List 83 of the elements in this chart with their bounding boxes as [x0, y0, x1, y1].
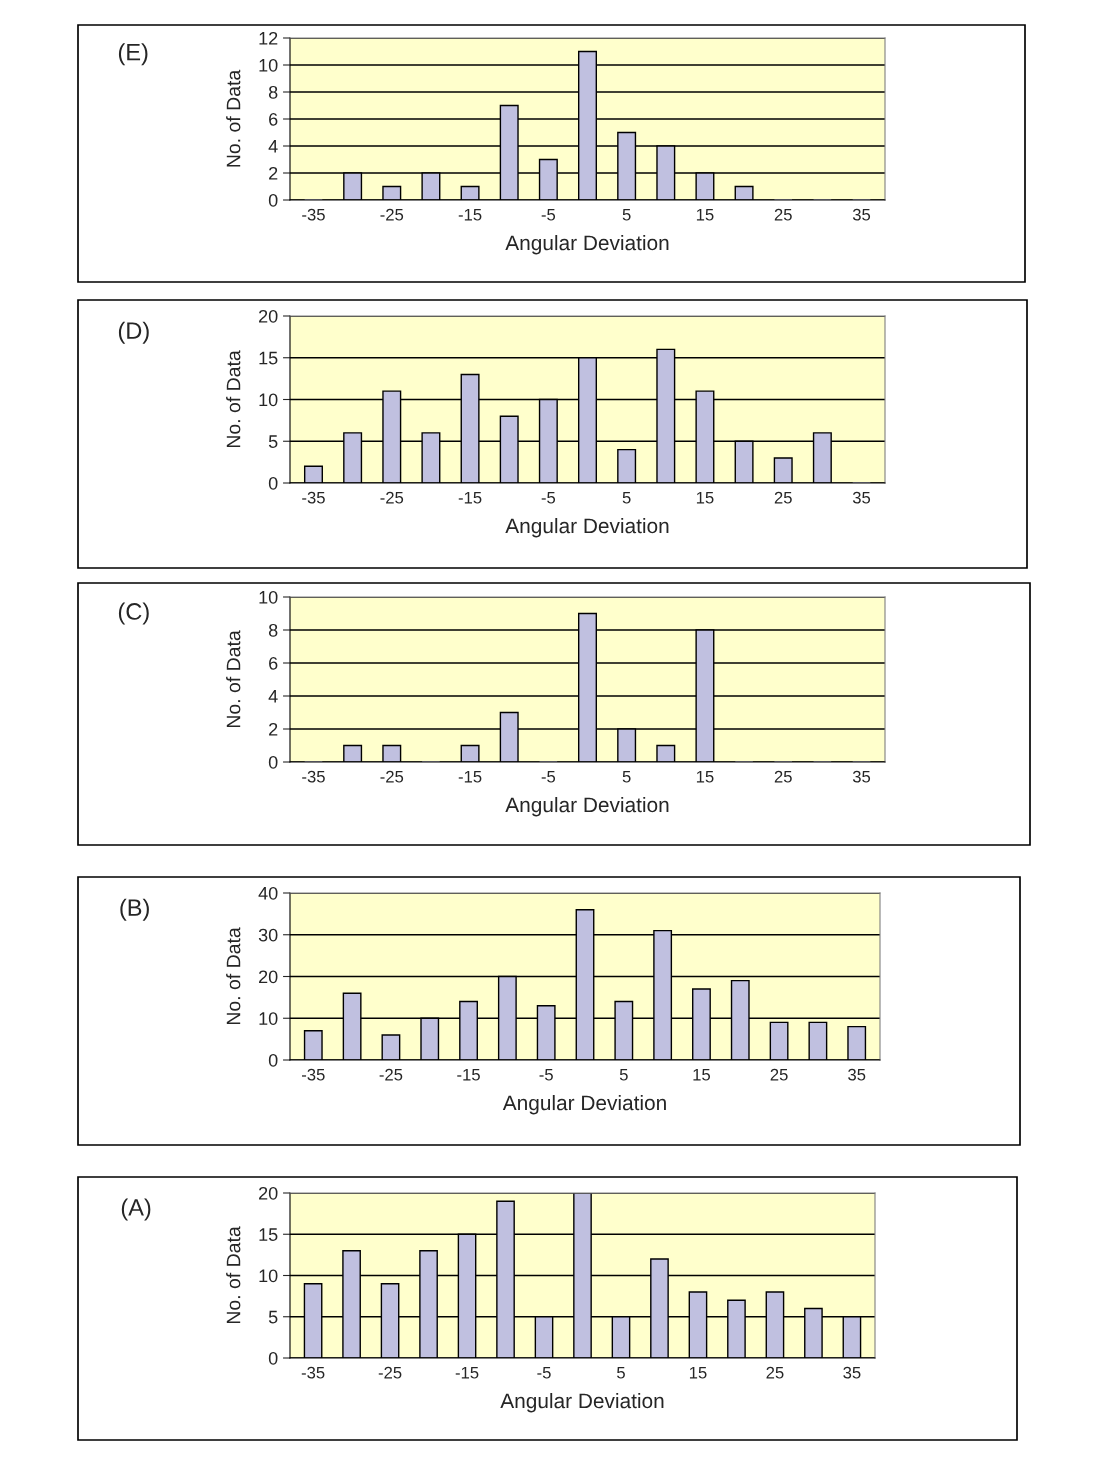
x-tick-label: 35	[852, 491, 871, 504]
x-tick-label: -5	[539, 1068, 553, 1081]
x-tick-label: -15	[458, 491, 482, 504]
x-tick-label: -35	[302, 770, 325, 783]
y-tick-label: 20	[259, 1186, 278, 1200]
x-tick-label: -15	[458, 770, 482, 783]
y-tick-label: 6	[269, 112, 278, 126]
y-tick-label: 0	[268, 1351, 278, 1365]
x-tick-label: -25	[380, 208, 404, 221]
x-tick-label: 15	[696, 491, 714, 504]
x-tick-label: -35	[301, 1366, 325, 1379]
y-tick-label: 5	[268, 1310, 278, 1324]
x-tick-label: 35	[852, 208, 871, 221]
y-tick-label: 8	[268, 623, 278, 637]
x-axis-title: Angular Deviation	[505, 796, 669, 817]
y-tick-label: 5	[268, 435, 278, 448]
y-tick-label: 40	[258, 886, 278, 900]
x-tick-label: 35	[843, 1366, 861, 1379]
y-tick-label: 15	[259, 1228, 278, 1241]
x-tick-label: 5	[622, 770, 631, 783]
y-tick-label: 30	[258, 928, 278, 942]
y-tick-label: 10	[259, 1269, 278, 1283]
y-axis-title: No. of Data	[226, 69, 241, 167]
x-tick-label: -15	[457, 1068, 480, 1081]
x-tick-label: 25	[766, 1366, 784, 1379]
chart-title: (D)	[118, 321, 149, 344]
x-tick-label: -15	[455, 1366, 479, 1379]
x-tick-label: 25	[770, 1068, 788, 1081]
x-tick-label: -35	[302, 208, 325, 221]
x-axis-title: Angular Deviation	[505, 234, 669, 255]
y-tick-label: 2	[269, 166, 278, 180]
x-tick-label: 35	[852, 770, 871, 783]
chart-title: (A)	[121, 1198, 151, 1221]
y-tick-label: 0	[268, 755, 278, 769]
chart-title: (B)	[120, 898, 149, 921]
x-tick-label: 35	[848, 1068, 866, 1081]
y-tick-label: 15	[259, 351, 278, 365]
x-tick-label: -25	[380, 491, 404, 504]
x-tick-label: -5	[541, 208, 556, 221]
y-tick-label: 0	[268, 1053, 278, 1067]
x-tick-label: 5	[622, 208, 631, 221]
x-tick-label: -15	[458, 208, 482, 221]
x-tick-label: 15	[696, 770, 714, 783]
x-tick-label: -5	[541, 491, 556, 504]
x-tick-label: -25	[378, 1366, 402, 1379]
y-tick-label: 2	[269, 722, 278, 736]
x-tick-label: 25	[774, 491, 792, 504]
y-axis-title: No. of Data	[226, 350, 241, 448]
x-tick-label: -35	[302, 491, 325, 504]
x-axis-title: Angular Deviation	[500, 1392, 664, 1413]
y-tick-label: 10	[259, 590, 278, 604]
x-tick-label: 15	[696, 208, 714, 221]
y-axis-title: No. of Data	[226, 630, 241, 728]
x-tick-label: -25	[379, 1068, 403, 1081]
chart-title: (E)	[118, 43, 148, 66]
y-tick-label: 10	[259, 1012, 278, 1025]
y-tick-label: 4	[268, 140, 278, 153]
y-tick-label: 0	[268, 193, 278, 207]
x-axis-title: Angular Deviation	[502, 1094, 666, 1115]
y-tick-label: 20	[259, 309, 278, 323]
x-tick-label: -25	[380, 770, 404, 783]
y-tick-label: 10	[259, 58, 278, 72]
y-axis-title: No. of Data	[226, 1226, 241, 1324]
chart-title: (C)	[118, 602, 149, 625]
x-axis-title: Angular Deviation	[505, 517, 669, 538]
x-tick-label: 25	[774, 770, 792, 783]
y-tick-label: 6	[269, 656, 278, 670]
x-tick-label: -5	[541, 770, 556, 783]
x-tick-label: 15	[689, 1366, 707, 1379]
y-axis-title: No. of Data	[226, 927, 241, 1025]
y-tick-label: 12	[259, 31, 278, 45]
x-tick-label: 5	[622, 491, 631, 504]
y-tick-label: 8	[268, 85, 278, 99]
x-tick-label: 15	[693, 1068, 711, 1081]
x-tick-label: 25	[774, 208, 792, 221]
y-tick-label: 0	[268, 476, 278, 490]
y-tick-label: 4	[268, 690, 278, 703]
y-tick-label: 20	[259, 970, 278, 984]
x-tick-label: -35	[301, 1068, 325, 1081]
x-tick-label: -5	[537, 1366, 551, 1379]
x-tick-label: 5	[617, 1366, 625, 1379]
x-tick-label: 5	[619, 1068, 628, 1081]
y-tick-label: 10	[259, 393, 278, 407]
